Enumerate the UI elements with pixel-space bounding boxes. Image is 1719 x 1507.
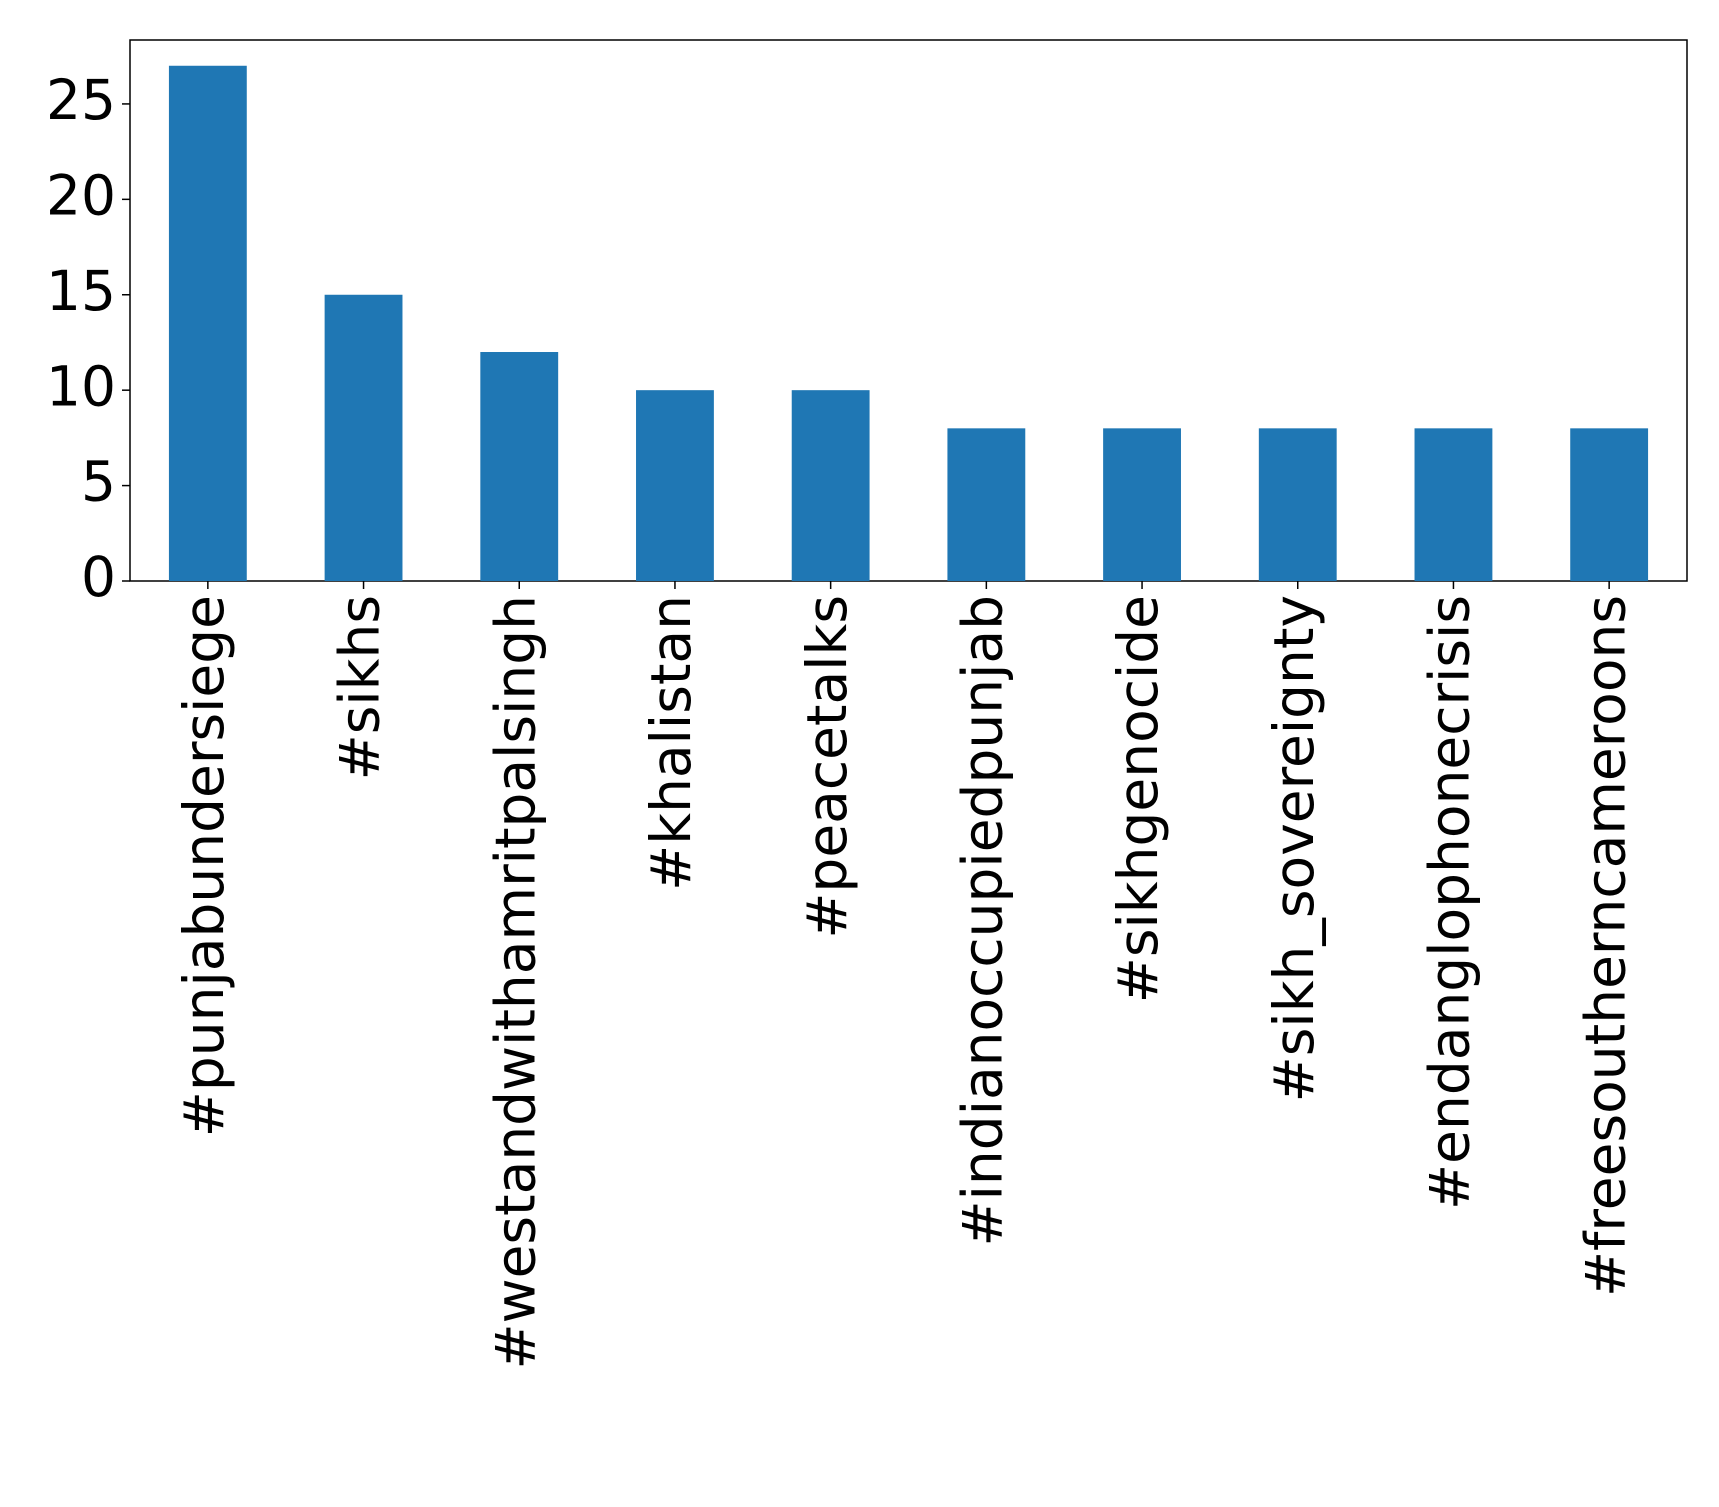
x-tick-label: #sikhgenocide [1106, 595, 1170, 1003]
x-tick-label: #khalistan [639, 595, 703, 891]
bar [1258, 428, 1337, 581]
y-tick-label: 10 [46, 354, 116, 418]
x-tick-label: #sikhs [328, 595, 392, 780]
bar [636, 390, 714, 581]
bar [1103, 428, 1181, 581]
y-tick-label: 15 [46, 259, 116, 323]
x-tick-label: #endanglophonecrisis [1418, 595, 1482, 1210]
bar [1570, 428, 1649, 581]
x-tick-label: #freesoutherncameroons [1573, 595, 1637, 1297]
x-tick-label: #sikh_sovereignty [1262, 595, 1326, 1102]
x-tick-label: #peacetalks [795, 595, 859, 939]
plot-frame [129, 39, 1688, 582]
y-tick-label: 0 [81, 545, 116, 609]
bar [1414, 428, 1493, 581]
bar [324, 294, 403, 581]
x-tick-label: #westandwithamritpalsingh [483, 595, 547, 1370]
bar [947, 428, 1026, 581]
y-tick-label: 5 [81, 450, 116, 514]
bar [791, 390, 870, 581]
bar [480, 352, 559, 581]
x-tick-label: #punjabundersiege [172, 595, 236, 1137]
x-tick-label: #indianoccupiedpunjab [950, 595, 1014, 1246]
y-tick-label: 25 [46, 68, 116, 132]
bar [168, 65, 247, 581]
y-tick-label: 20 [46, 163, 116, 227]
